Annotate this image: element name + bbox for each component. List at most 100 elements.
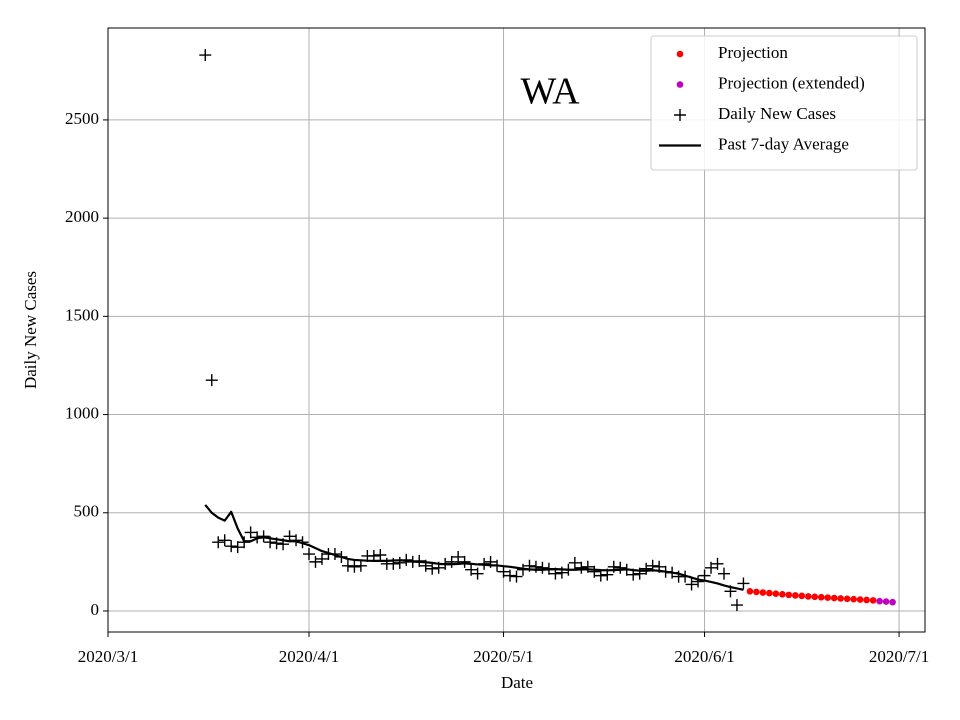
projection-point <box>869 597 877 604</box>
case-marker <box>575 561 588 574</box>
projection-point <box>779 590 786 598</box>
case-marker <box>335 550 348 563</box>
x-tick-label: 2020/7/1 <box>869 647 929 666</box>
case-marker <box>529 560 542 573</box>
case-marker <box>705 561 718 574</box>
projection-point <box>798 592 806 600</box>
projection-point <box>759 589 767 596</box>
projection-point <box>882 598 890 605</box>
projection-point <box>850 595 857 603</box>
y-tick-label: 2500 <box>65 109 99 128</box>
case-marker <box>730 599 743 612</box>
case-marker <box>432 561 445 574</box>
case-marker <box>328 548 341 561</box>
projection-point <box>876 597 883 605</box>
case-marker <box>445 555 458 568</box>
case-marker <box>581 560 594 573</box>
legend-key <box>676 81 684 88</box>
case-marker <box>698 569 711 582</box>
projection-point <box>792 592 799 599</box>
case-marker <box>315 552 328 565</box>
legend-key <box>676 50 684 58</box>
y-tick-label: 0 <box>91 600 100 619</box>
case-marker <box>393 556 406 569</box>
case-marker <box>737 577 750 590</box>
case-marker <box>562 563 575 576</box>
case-marker <box>478 557 491 570</box>
case-marker <box>653 560 666 573</box>
case-marker <box>419 559 432 572</box>
projection-point <box>824 594 832 601</box>
legend-label: Projection <box>718 43 788 62</box>
case-marker <box>406 555 419 568</box>
case-marker <box>568 556 581 569</box>
case-marker <box>542 562 555 575</box>
case-marker <box>620 563 633 576</box>
case-marker <box>627 568 640 581</box>
case-marker <box>199 49 212 62</box>
case-marker <box>523 559 536 572</box>
case-marker <box>685 578 698 591</box>
case-marker <box>309 555 322 568</box>
case-marker <box>666 566 679 579</box>
projection-point <box>863 596 870 604</box>
case-marker <box>225 540 238 553</box>
case-marker <box>614 561 627 574</box>
case-marker <box>640 562 653 575</box>
case-marker <box>659 565 672 578</box>
case-marker <box>633 567 646 580</box>
plot-marks <box>199 49 896 612</box>
case-marker <box>439 557 452 570</box>
case-marker <box>458 555 471 568</box>
annotation: WA <box>520 71 580 113</box>
case-marker <box>594 569 607 582</box>
projection-point <box>772 590 780 597</box>
plot-frame <box>107 27 926 633</box>
case-marker <box>607 560 620 573</box>
y-tick-label: 1000 <box>65 403 99 422</box>
case-marker <box>646 559 659 572</box>
case-marker <box>484 555 497 568</box>
case-marker <box>296 536 309 549</box>
projection-point <box>889 598 896 606</box>
case-marker <box>711 557 724 570</box>
case-marker <box>426 562 439 575</box>
case-marker <box>212 536 225 549</box>
x-tick-label: 2020/6/1 <box>674 647 734 666</box>
case-marker <box>290 534 303 547</box>
grid <box>107 28 925 632</box>
case-marker <box>555 566 568 579</box>
case-marker <box>724 585 737 598</box>
case-marker <box>504 569 517 582</box>
case-marker <box>601 568 614 581</box>
legend-key <box>674 109 686 121</box>
case-marker <box>257 530 270 543</box>
case-marker <box>497 565 510 578</box>
projection-point <box>817 593 825 601</box>
case-marker <box>270 537 283 550</box>
legend: Projection Projection (extended) Daily New… <box>650 35 918 171</box>
projection-point <box>785 591 793 599</box>
case-marker <box>679 570 692 583</box>
projection-point <box>837 595 845 602</box>
projection-point <box>766 589 773 597</box>
y-tick-label: 500 <box>74 502 100 521</box>
x-tick-label: 2020/5/1 <box>473 647 533 666</box>
legend-label: Past 7-day Average <box>718 134 849 153</box>
projection-point <box>804 593 812 600</box>
case-marker <box>348 560 361 573</box>
projection-point <box>753 588 760 596</box>
case-marker <box>367 549 380 562</box>
case-marker <box>471 567 484 580</box>
average-line <box>204 504 744 591</box>
case-marker <box>452 550 465 563</box>
case-marker <box>283 530 296 543</box>
case-marker <box>374 549 387 562</box>
case-marker <box>549 567 562 580</box>
case-marker <box>536 561 549 574</box>
case-marker <box>516 563 529 576</box>
projection-point <box>811 593 819 601</box>
case-marker <box>205 374 218 387</box>
projection-point <box>746 588 754 595</box>
case-marker <box>400 553 413 566</box>
